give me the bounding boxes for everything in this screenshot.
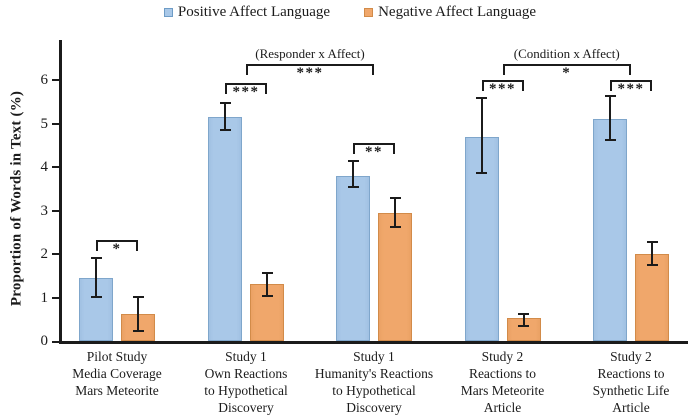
bar-positive-group5	[593, 119, 627, 341]
error-bar-line	[480, 97, 483, 174]
sig-bracket-line	[353, 143, 395, 146]
sig-stars: ***	[296, 64, 324, 81]
interaction-bracket-leg	[246, 63, 248, 75]
category-label-group1: Pilot Study Media Coverage Mars Meteorit…	[72, 349, 162, 398]
sig-stars: ***	[617, 81, 645, 97]
error-bar-cap-top	[476, 97, 487, 100]
error-bar-cap-bottom	[476, 171, 487, 174]
error-bar-line	[266, 272, 268, 297]
y-tick-label: 1	[40, 289, 49, 306]
y-tick	[52, 122, 59, 125]
chart-legend: Positive Affect Language Negative Affect …	[0, 2, 700, 22]
sig-bracket-leg	[393, 143, 395, 155]
y-tick	[52, 296, 59, 299]
sig-bracket-leg	[136, 240, 138, 252]
x-axis-line	[59, 341, 688, 344]
sig-stars: *	[112, 241, 122, 258]
error-bar-cap-bottom	[261, 294, 273, 297]
error-bar-cap-top	[347, 160, 359, 163]
error-bar-line	[609, 95, 611, 141]
legend-label-negative: Negative Affect Language	[378, 4, 537, 20]
bar-negative-group5	[635, 254, 669, 341]
error-bar-cap-top	[518, 313, 529, 316]
error-bar-line	[394, 196, 396, 228]
interaction-bracket-line	[502, 63, 631, 66]
y-tick	[52, 79, 59, 81]
y-tick-label: 0	[40, 333, 49, 349]
error-bar-cap-bottom	[90, 295, 102, 298]
error-bar-cap-top	[90, 257, 102, 260]
error-bar-cap-bottom	[646, 264, 658, 267]
error-bar-cap-top	[389, 196, 401, 199]
error-bar-cap-bottom	[604, 138, 616, 141]
sig-stars: **	[365, 144, 383, 161]
sig-bracket-line	[481, 80, 524, 82]
error-bar-cap-top	[132, 296, 144, 299]
error-bar-cap-bottom	[219, 129, 231, 132]
negative-swatch-icon	[364, 7, 374, 17]
sig-bracket-line	[610, 80, 652, 82]
category-label-group5: Study 2 Reactions to Synthetic Life Arti…	[592, 349, 670, 415]
y-tick-label: 4	[40, 159, 49, 175]
error-bar-line	[651, 240, 653, 267]
y-tick-label: 2	[40, 246, 49, 262]
error-bar-cap-top	[604, 95, 616, 98]
bar-positive-group4	[464, 136, 499, 341]
interaction-bracket-leg	[502, 63, 505, 75]
error-bar-cap-bottom	[347, 185, 359, 188]
y-tick	[52, 341, 59, 343]
error-bar-line	[95, 257, 97, 298]
sig-bracket-leg	[481, 80, 484, 91]
sig-stars: *	[562, 64, 572, 81]
sig-bracket-leg	[521, 80, 524, 91]
bar-negative-group3	[378, 212, 412, 341]
interaction-bracket-leg	[629, 63, 631, 75]
sig-bracket-line	[96, 240, 138, 243]
interaction-title: (Responder x Affect)	[255, 45, 365, 61]
legend-item-positive: Positive Affect Language	[163, 3, 331, 21]
y-tick	[52, 209, 59, 212]
sig-bracket-leg	[353, 143, 355, 155]
y-tick-label: 5	[40, 115, 49, 132]
sig-bracket-line	[225, 83, 267, 86]
sig-bracket-leg	[650, 80, 652, 91]
error-bar-line	[522, 313, 525, 328]
sig-stars: ***	[232, 84, 260, 101]
bar-negative-group4	[506, 318, 541, 341]
interaction-bracket-leg	[372, 63, 374, 75]
sig-bracket-leg	[225, 83, 227, 95]
y-axis-line	[59, 40, 62, 344]
error-bar-cap-top	[646, 240, 658, 243]
sig-bracket-leg	[610, 80, 612, 91]
category-label-group4: Study 2 Reactions to Mars Meteorite Arti…	[460, 349, 545, 415]
sig-bracket-leg	[96, 240, 98, 252]
error-bar-line	[352, 160, 354, 188]
error-bar-cap-top	[219, 101, 231, 104]
error-bar-line	[137, 296, 139, 333]
y-axis-title: Proportion of Words in Text (%)	[8, 90, 25, 307]
error-bar-line	[224, 101, 226, 132]
bar-positive-group3	[336, 175, 370, 341]
error-bar-cap-bottom	[389, 225, 401, 228]
bar-positive-group2	[208, 116, 242, 341]
interaction-bracket-line	[246, 63, 374, 66]
sig-stars: ***	[489, 81, 516, 97]
category-label-group2: Study 1 Own Reactions to Hypothetical Di…	[204, 349, 288, 415]
y-tick	[52, 166, 59, 168]
error-bar-cap-bottom	[518, 325, 529, 328]
error-bar-cap-top	[261, 272, 273, 275]
category-label-group3: Study 1 Humanity's Reactions to Hypothet…	[314, 349, 434, 415]
interaction-title: (Condition x Affect)	[513, 45, 620, 61]
error-bar-cap-bottom	[132, 330, 144, 333]
y-tick-label: 6	[40, 72, 49, 88]
y-tick-label: 3	[40, 202, 49, 219]
sig-bracket-leg	[265, 83, 267, 95]
positive-swatch-icon	[163, 7, 173, 17]
legend-label-positive: Positive Affect Language	[177, 4, 331, 20]
y-tick	[52, 253, 59, 255]
legend-item-negative: Negative Affect Language	[364, 3, 536, 21]
